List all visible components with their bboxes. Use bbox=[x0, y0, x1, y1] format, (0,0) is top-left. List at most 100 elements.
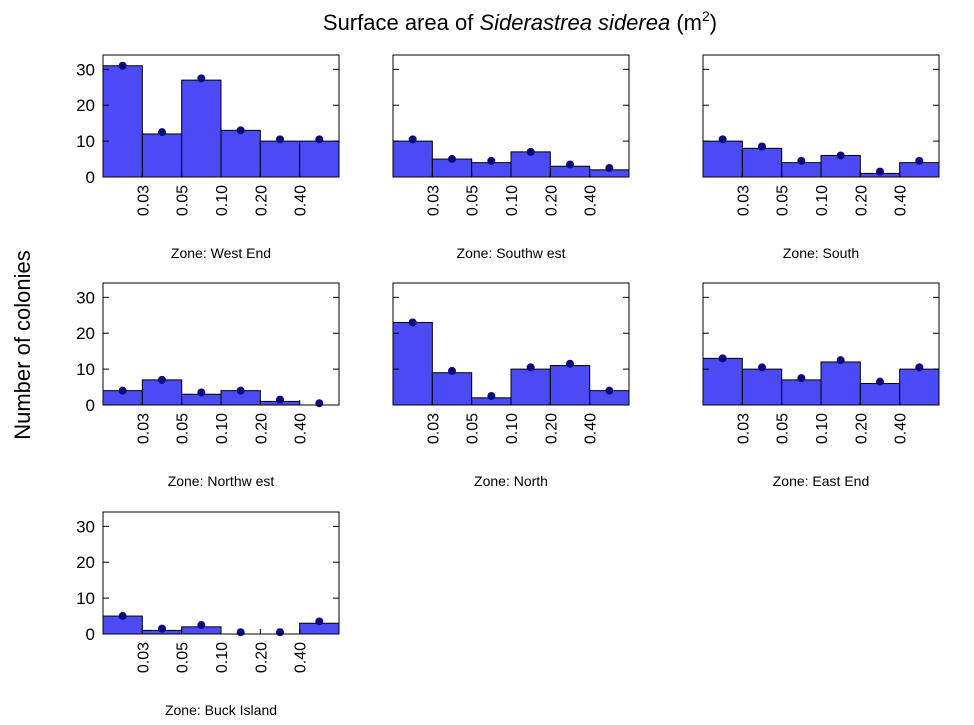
point bbox=[605, 164, 614, 173]
x-axis-label: Zone: Northw est bbox=[168, 473, 275, 489]
x-tick-label: 0.05 bbox=[775, 185, 792, 216]
point bbox=[566, 160, 574, 169]
point bbox=[158, 375, 166, 384]
point bbox=[236, 628, 245, 637]
point bbox=[118, 386, 127, 395]
x-tick-label: 0.40 bbox=[583, 185, 600, 216]
title-species: Siderastrea siderea bbox=[479, 10, 670, 35]
point bbox=[836, 356, 845, 365]
x-tick-label: 0.03 bbox=[135, 413, 152, 444]
y-tick-label: 10 bbox=[76, 360, 95, 379]
bar bbox=[392, 321, 433, 406]
point bbox=[158, 128, 166, 137]
title-exponent: 2 bbox=[702, 8, 710, 24]
point bbox=[236, 126, 245, 135]
point bbox=[605, 386, 614, 395]
bar bbox=[859, 382, 901, 406]
bar bbox=[141, 133, 183, 178]
point bbox=[718, 354, 727, 363]
x-axis-label: Zone: West End bbox=[171, 245, 271, 261]
bar bbox=[299, 140, 340, 178]
x-tick-label: 0.03 bbox=[735, 185, 752, 216]
x-tick-label: 0.03 bbox=[135, 185, 152, 216]
bar bbox=[431, 372, 473, 406]
point bbox=[566, 359, 574, 368]
bar bbox=[549, 365, 591, 406]
point bbox=[915, 156, 924, 165]
chart-title: Surface area of Siderastrea siderea (m2) bbox=[323, 8, 717, 35]
y-tick-label: 20 bbox=[76, 553, 95, 572]
bar bbox=[510, 368, 551, 406]
y-tick-label: 30 bbox=[76, 517, 95, 536]
point bbox=[448, 366, 456, 375]
y-tick-label: 20 bbox=[76, 324, 95, 343]
x-tick-label: 0.10 bbox=[814, 413, 831, 444]
point bbox=[526, 363, 535, 372]
point bbox=[276, 628, 284, 637]
bar bbox=[102, 65, 143, 178]
bar bbox=[259, 140, 301, 178]
point bbox=[758, 363, 766, 372]
x-axis-label: Zone: Buck Island bbox=[165, 702, 277, 718]
point bbox=[276, 135, 284, 144]
bar bbox=[702, 357, 743, 406]
x-tick-label: 0.10 bbox=[214, 413, 231, 444]
y-tick-label: 0 bbox=[86, 168, 95, 187]
plot-frame bbox=[102, 282, 340, 406]
x-tick-label: 0.05 bbox=[175, 185, 192, 216]
point bbox=[408, 318, 417, 327]
x-tick-label: 0.05 bbox=[465, 185, 482, 216]
y-tick-label: 0 bbox=[86, 396, 95, 415]
point bbox=[797, 156, 806, 165]
point bbox=[197, 74, 206, 83]
x-tick-label: 0.20 bbox=[253, 642, 270, 673]
title-unit: (m bbox=[670, 10, 702, 35]
y-tick-label: 0 bbox=[86, 625, 95, 644]
point bbox=[915, 363, 924, 372]
bar bbox=[781, 379, 822, 406]
title-suffix: ) bbox=[710, 10, 717, 35]
x-tick-label: 0.10 bbox=[504, 185, 521, 216]
bar bbox=[392, 140, 433, 178]
point bbox=[118, 612, 127, 621]
point bbox=[448, 155, 456, 164]
point bbox=[315, 135, 324, 144]
point bbox=[158, 624, 166, 633]
point bbox=[876, 167, 884, 176]
x-axis-label: Zone: South bbox=[783, 245, 859, 261]
point bbox=[487, 156, 496, 165]
x-tick-label: 0.20 bbox=[253, 413, 270, 444]
x-tick-label: 0.20 bbox=[853, 185, 870, 216]
x-tick-label: 0.40 bbox=[293, 185, 310, 216]
x-tick-label: 0.40 bbox=[293, 642, 310, 673]
x-tick-label: 0.40 bbox=[893, 413, 910, 444]
bar bbox=[181, 79, 222, 178]
title-prefix: Surface area of bbox=[323, 10, 480, 35]
y-axis-label: Number of colonies bbox=[10, 250, 35, 440]
point bbox=[526, 147, 535, 156]
x-tick-label: 0.40 bbox=[893, 185, 910, 216]
x-tick-label: 0.10 bbox=[214, 185, 231, 216]
point bbox=[408, 135, 417, 144]
x-tick-label: 0.40 bbox=[293, 413, 310, 444]
y-tick-label: 10 bbox=[76, 132, 95, 151]
point bbox=[315, 399, 324, 408]
point bbox=[236, 386, 245, 395]
x-tick-label: 0.20 bbox=[543, 413, 560, 444]
bar bbox=[741, 368, 783, 406]
point bbox=[836, 151, 845, 160]
bar bbox=[702, 140, 743, 178]
bar bbox=[220, 129, 261, 178]
x-axis-label: Zone: North bbox=[474, 473, 548, 489]
x-tick-label: 0.20 bbox=[253, 185, 270, 216]
y-tick-label: 10 bbox=[76, 589, 95, 608]
y-tick-label: 30 bbox=[76, 288, 95, 307]
point bbox=[197, 388, 206, 397]
x-tick-label: 0.10 bbox=[214, 642, 231, 673]
x-axis-label: Zone: Southw est bbox=[457, 245, 566, 261]
x-tick-label: 0.05 bbox=[465, 413, 482, 444]
point bbox=[487, 392, 496, 401]
point bbox=[797, 374, 806, 383]
x-tick-label: 0.40 bbox=[583, 413, 600, 444]
